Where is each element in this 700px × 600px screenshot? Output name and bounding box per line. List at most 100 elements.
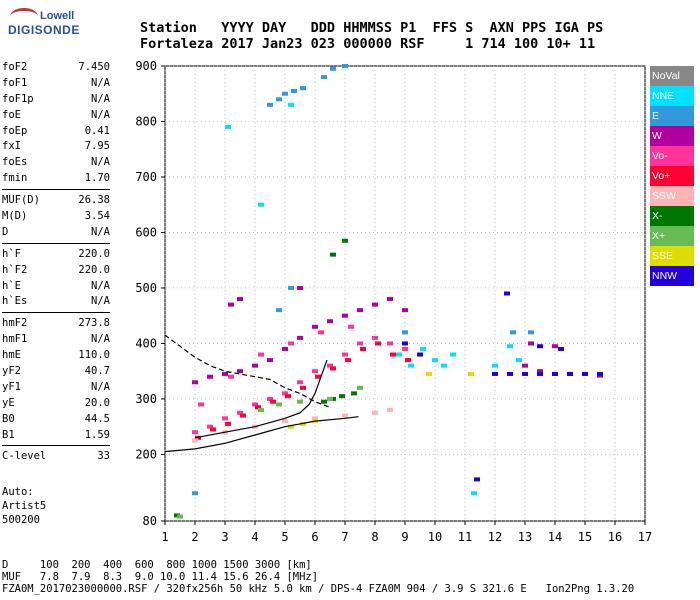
echo-point: [222, 371, 228, 376]
param-value: 1.59: [84, 428, 110, 441]
param-value: 44.5: [84, 412, 110, 425]
echo-point: [252, 402, 258, 407]
echo-point: [426, 371, 432, 376]
legend-item: W: [650, 126, 694, 146]
param-value: N/A: [91, 156, 110, 169]
x-tick-label: 16: [608, 530, 622, 544]
header-labels: Station YYYY DAY DDD HHMMSS P1 FFS S AXN…: [140, 20, 604, 36]
footer-distance-row: D 100 200 400 600 800 1000 1500 3000 [km…: [2, 559, 312, 571]
echo-point: [351, 391, 357, 396]
echo-point: [240, 413, 246, 418]
param-value: 20.0: [84, 396, 110, 409]
param-row: hmE 110.0: [2, 348, 110, 364]
footer-file-info: FZA0M_2017023000000.RSF / 320fx256h 50 k…: [2, 583, 635, 595]
param-row: B1 1.59: [2, 428, 110, 444]
x-tick-label: 15: [578, 530, 592, 544]
param-value: 7.450: [78, 61, 110, 73]
echo-point: [207, 374, 213, 379]
legend-item: NoVal: [650, 66, 694, 86]
echo-point: [282, 346, 288, 351]
echo-point: [228, 302, 234, 307]
param-row: fmin 1.70: [2, 171, 110, 187]
echo-point: [312, 369, 318, 374]
echo-point: [177, 514, 183, 519]
echo-point: [507, 344, 513, 349]
param-value: N/A: [91, 295, 110, 308]
param-name: M(D): [2, 210, 28, 223]
echo-point: [360, 346, 366, 351]
echo-point: [402, 308, 408, 313]
param-separator: [2, 445, 110, 447]
param-row: foF1 N/A: [2, 76, 110, 92]
echo-point: [552, 371, 558, 376]
echo-point: [402, 341, 408, 346]
echo-point: [276, 308, 282, 313]
param-value: N/A: [91, 92, 110, 105]
param-value: 1.70: [84, 172, 110, 185]
param-name: yF2: [2, 365, 21, 378]
param-value: 40.7: [84, 365, 110, 378]
echo-point: [342, 352, 348, 357]
param-separator: [2, 189, 110, 191]
echo-point: [507, 371, 513, 376]
echo-point: [405, 358, 411, 363]
x-tick-label: 6: [311, 530, 318, 544]
echo-point: [558, 346, 564, 351]
param-value: 0.41: [84, 124, 110, 137]
y-tick-label: 500: [135, 281, 157, 295]
echo-point: [450, 352, 456, 357]
param-value: N/A: [91, 108, 110, 121]
legend-item: SSE: [650, 246, 694, 266]
autoscaling-info: Auto: Artist5 500200: [2, 485, 46, 527]
echo-point: [528, 341, 534, 346]
echo-point: [318, 330, 324, 335]
param-value: 220.0: [78, 247, 110, 260]
echo-point: [342, 238, 348, 243]
echo-point: [207, 424, 213, 429]
echo-point: [408, 363, 414, 368]
plot-frame: [164, 65, 646, 522]
echo-point: [474, 477, 480, 482]
param-row: h`F2 220.0: [2, 263, 110, 279]
echo-point: [492, 363, 498, 368]
legend-item: SSW: [650, 186, 694, 206]
echo-point: [252, 363, 258, 368]
echo-point: [402, 330, 408, 335]
param-name: hmF2: [2, 317, 28, 330]
trace-curve: [194, 359, 328, 439]
echo-point: [222, 416, 228, 421]
echo-point: [285, 394, 291, 399]
param-name: h`F: [2, 247, 21, 260]
param-name: fmin: [2, 172, 28, 185]
y-tick-label: 600: [135, 225, 157, 239]
echo-point: [300, 385, 306, 390]
param-name: hmE: [2, 349, 21, 362]
x-tick-label: 14: [548, 530, 562, 544]
echo-point: [192, 380, 198, 385]
param-value: 33: [97, 450, 110, 463]
echo-point: [267, 396, 273, 401]
param-name: h`F2: [2, 263, 28, 276]
footer-muf-row: MUF 7.8 7.9 8.3 9.0 10.0 11.4 15.6 26.4 …: [2, 571, 319, 583]
echo-point: [270, 399, 276, 404]
footer-info: D 100 200 400 600 800 1000 1500 3000 [km…: [2, 559, 634, 595]
x-tick-label: 5: [281, 530, 288, 544]
echo-point: [504, 291, 510, 296]
echo-point: [537, 344, 543, 349]
echo-point: [282, 91, 288, 96]
echo-point: [327, 319, 333, 324]
param-row: foF1p N/A: [2, 92, 110, 108]
echo-point: [342, 413, 348, 418]
echo-point: [339, 394, 345, 399]
logo-swoosh-icon: [10, 8, 38, 25]
echo-point: [297, 335, 303, 340]
echo-point: [225, 421, 231, 426]
echo-point: [432, 358, 438, 363]
echo-point: [288, 285, 294, 290]
echo-point: [330, 252, 336, 257]
y-tick-label: 300: [135, 392, 157, 406]
param-name: foF1: [2, 76, 28, 89]
echo-point: [552, 344, 558, 349]
echo-point: [567, 371, 573, 376]
param-row: M(D) 3.54: [2, 209, 110, 225]
